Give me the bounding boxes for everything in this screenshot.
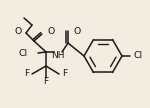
- Text: F: F: [24, 70, 29, 79]
- Text: Cl: Cl: [134, 52, 143, 60]
- Text: Cl: Cl: [19, 48, 28, 57]
- Text: F: F: [62, 70, 67, 79]
- Text: NH: NH: [51, 51, 65, 60]
- Text: O: O: [73, 26, 80, 36]
- Text: O: O: [15, 28, 22, 37]
- Text: F: F: [43, 78, 49, 87]
- Text: O: O: [47, 28, 54, 37]
